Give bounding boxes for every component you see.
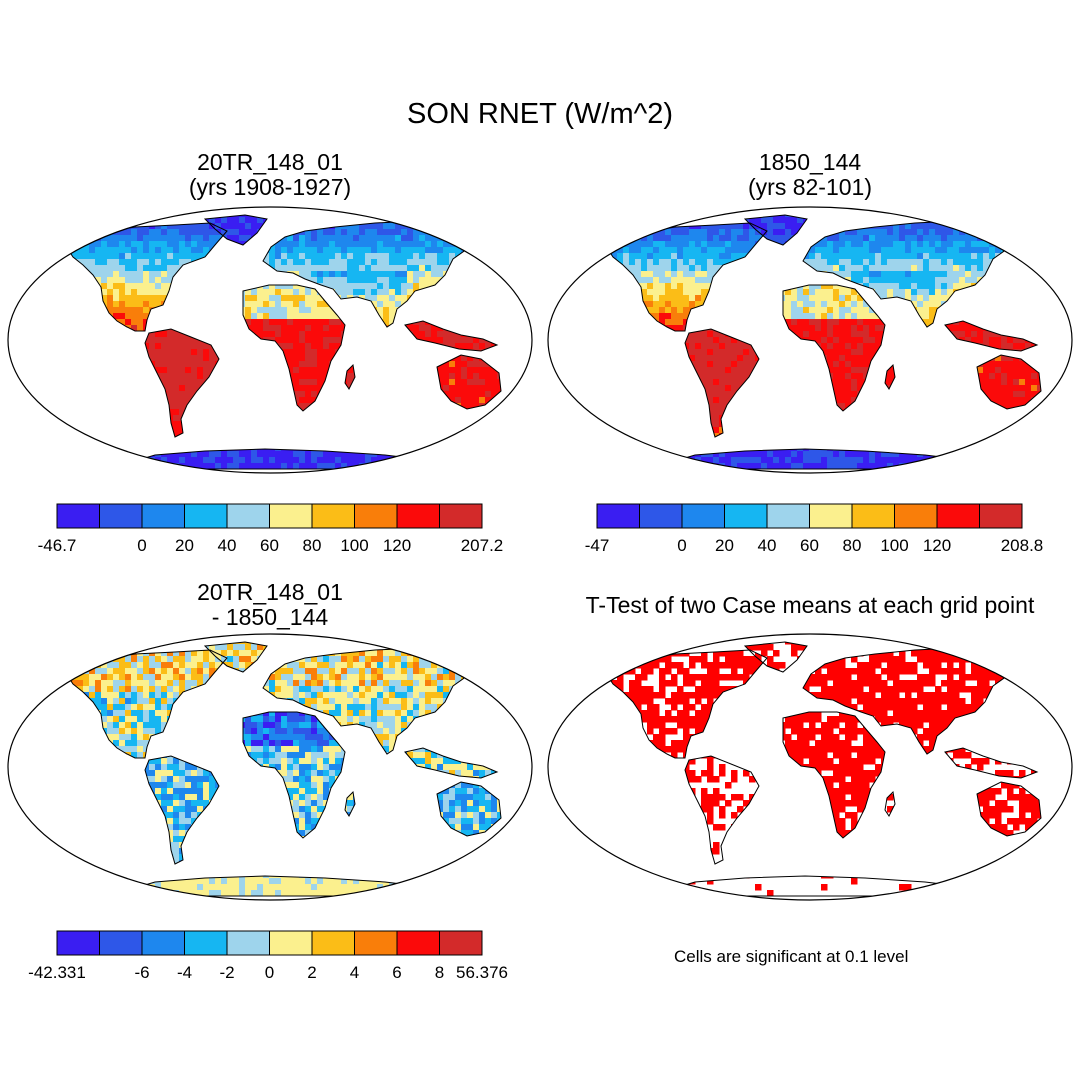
colorbar-label: 100 [880,536,908,555]
colorbar-box [682,504,725,528]
panel-title-case2: 1850_144 (yrs 82-101) [670,150,950,200]
colorbar-box [640,504,683,528]
colorbar-label: 2 [307,963,316,982]
colorbar-label: 40 [758,536,777,555]
panel-title-case1: 20TR_148_01 (yrs 1908-1927) [130,150,410,200]
colorbar-label: -42.331 [28,963,86,982]
colorbar-box [440,931,483,955]
colorbar-box [440,504,483,528]
colorbar-case1: -46.7 0 20 40 60 80 100 120 207.2 [20,503,520,563]
colorbar-label: 100 [340,536,368,555]
colorbar-label: 207.2 [461,536,504,555]
panel-title-line2: (yrs 1908-1927) [130,175,410,200]
colorbar-label: -2 [219,963,234,982]
colorbar-box [312,504,355,528]
colorbar-box [312,931,355,955]
colorbar-label: 80 [843,536,862,555]
colorbar-label: 0 [265,963,274,982]
colorbar-label: -4 [177,963,192,982]
map-panel-case2 [545,205,1075,475]
colorbar-label: -46.7 [38,536,77,555]
colorbar-label: -47 [585,536,610,555]
map-panel-case1 [5,205,535,475]
colorbar-label: 120 [383,536,411,555]
colorbar-box [227,504,270,528]
colorbar-label: 4 [350,963,359,982]
colorbar-diff: -42.331 -6 -4 -2 0 2 4 6 8 56.376 [20,930,520,990]
panel-title-diff: 20TR_148_01 - 1850_144 [130,580,410,630]
colorbar-label: 40 [218,536,237,555]
colorbar-label: 0 [677,536,686,555]
colorbar-box [725,504,768,528]
colorbar-box [937,504,980,528]
colorbar-label: 56.376 [456,963,508,982]
colorbar-box [100,931,143,955]
map-panel-ttest [545,632,1075,902]
colorbar-label: 60 [260,536,279,555]
colorbar-label: 80 [303,536,322,555]
colorbar-label: 60 [800,536,819,555]
colorbar-label: 20 [175,536,194,555]
colorbar-label: 208.8 [1001,536,1044,555]
colorbar-box [142,504,185,528]
colorbar-box [355,504,398,528]
figure-title: SON RNET (W/m^2) [0,98,1080,131]
panel-title-ttest: T-Test of two Case means at each grid po… [560,593,1060,618]
colorbar-box [852,504,895,528]
colorbar-box [227,931,270,955]
panel-title-line1: 20TR_148_01 [130,150,410,175]
colorbar-box [810,504,853,528]
panel-title-line2: (yrs 82-101) [670,175,950,200]
panel-title-line1: 20TR_148_01 [130,580,410,605]
colorbar-case2: -47 0 20 40 60 80 100 120 208.8 [560,503,1060,563]
panel-title-line1: T-Test of two Case means at each grid po… [560,593,1060,618]
colorbar-box [185,504,228,528]
significance-note: Cells are significant at 0.1 level [674,947,908,967]
colorbar-box [355,931,398,955]
panel-title-line1: 1850_144 [670,150,950,175]
map-panel-diff [5,632,535,902]
colorbar-box [270,931,313,955]
colorbar-label: 6 [392,963,401,982]
colorbar-box [767,504,810,528]
colorbar-box [185,931,228,955]
colorbar-box [57,504,100,528]
colorbar-box [142,931,185,955]
colorbar-label: 120 [923,536,951,555]
colorbar-box [980,504,1023,528]
colorbar-label: 8 [435,963,444,982]
colorbar-box [57,931,100,955]
colorbar-label: -6 [134,963,149,982]
colorbar-label: 20 [715,536,734,555]
panel-title-line2: - 1850_144 [130,605,410,630]
colorbar-label: 0 [137,536,146,555]
colorbar-box [100,504,143,528]
colorbar-box [397,931,440,955]
colorbar-box [270,504,313,528]
colorbar-box [597,504,640,528]
colorbar-box [895,504,938,528]
colorbar-box [397,504,440,528]
